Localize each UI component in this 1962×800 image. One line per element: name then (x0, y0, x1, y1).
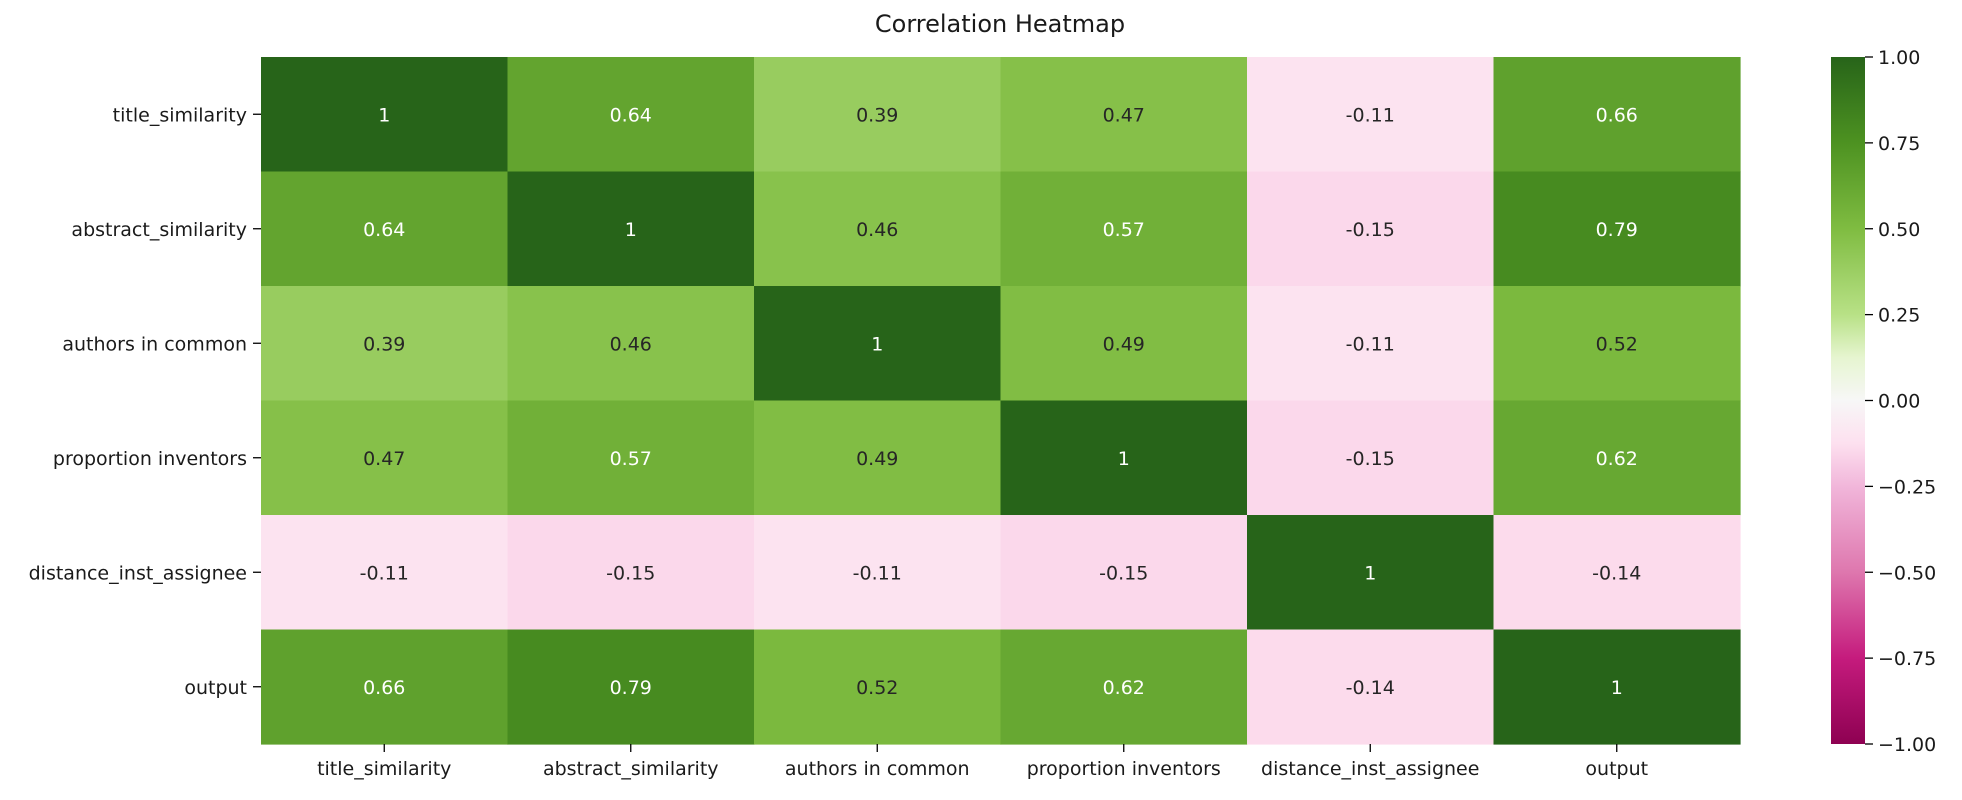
colorbar-tick-label: 0.50 (1878, 219, 1920, 241)
cell-value-label: 0.79 (610, 677, 652, 699)
colorbar-tick-label: 0.25 (1878, 305, 1920, 327)
cell-value-label: -0.11 (1346, 104, 1395, 126)
heatmap-cells: 1 0.64 0.39 0.47 -0.11 0.66 0.64 1 0.46 0.57 -0.15… (261, 57, 1741, 745)
colorbar: 1.00 0.75 0.50 0.25 0.00 −0.25 −0.50 −0.75 −1.00 (1831, 47, 1936, 756)
column-label: title_similarity (317, 758, 451, 780)
cell-value-label: -0.15 (1346, 219, 1395, 241)
chart-title: Correlation Heatmap (875, 10, 1125, 38)
row-label: distance_inst_assignee (29, 562, 247, 584)
cell-value-label: -0.15 (1346, 448, 1395, 470)
colorbar-tick-label: 0.00 (1878, 391, 1920, 413)
row-label: authors in common (62, 333, 247, 355)
cell-value-label: 0.66 (1596, 104, 1638, 126)
column-labels: title_similarity abstract_similarity autho… (317, 744, 1648, 780)
column-label: proportion inventors (1027, 758, 1221, 780)
column-label: output (1585, 758, 1648, 780)
cell-value-label: 1 (1611, 677, 1623, 699)
colorbar-tick-label: −0.75 (1878, 648, 1936, 670)
cell-value-label: 0.57 (1103, 219, 1145, 241)
colorbar-tick-label: −0.25 (1878, 476, 1936, 498)
cell-value-label: 0.64 (363, 219, 405, 241)
column-label: authors in common (785, 758, 970, 780)
row-label: abstract_similarity (71, 219, 247, 241)
cell-value-label: -0.14 (1346, 677, 1395, 699)
cell-value-label: 1 (625, 219, 637, 241)
colorbar-tick-label: 1.00 (1878, 47, 1920, 69)
colorbar-gradient (1831, 57, 1865, 744)
row-labels: title_similarity abstract_similarityautho… (29, 104, 261, 699)
cell-value-label: -0.11 (1346, 333, 1395, 355)
cell-value-label: 0.62 (1596, 448, 1638, 470)
cell-value-label: 0.47 (1103, 104, 1145, 126)
cell-value-label: 0.52 (856, 677, 898, 699)
row-label: title_similarity (113, 104, 247, 126)
cell-value-label: 0.39 (856, 104, 898, 126)
cell-value-label: -0.15 (1099, 562, 1148, 584)
cell-value-label: 0.46 (610, 333, 652, 355)
cell-value-label: 1 (1364, 562, 1376, 584)
cell-value-label: -0.14 (1592, 562, 1641, 584)
cell-value-label: 1 (1118, 448, 1130, 470)
cell-value-label: -0.15 (606, 562, 655, 584)
cell-value-label: 0.66 (363, 677, 405, 699)
row-label: output (184, 677, 247, 699)
cell-value-label: -0.11 (360, 562, 409, 584)
cell-value-label: 1 (871, 333, 883, 355)
cell-value-label: 0.79 (1596, 219, 1638, 241)
column-label: abstract_similarity (543, 758, 719, 780)
cell-value-label: 0.49 (1103, 333, 1145, 355)
column-label: distance_inst_assignee (1261, 758, 1479, 780)
row-label: proportion inventors (53, 448, 247, 470)
cell-value-label: 0.52 (1596, 333, 1638, 355)
cell-value-label: -0.11 (853, 562, 902, 584)
cell-value-label: 0.39 (363, 333, 405, 355)
cell-value-label: 0.47 (363, 448, 405, 470)
cell-value-label: 0.57 (610, 448, 652, 470)
cell-value-label: 0.64 (610, 104, 652, 126)
colorbar-tick-label: −1.00 (1878, 734, 1936, 756)
colorbar-tick-label: −0.50 (1878, 562, 1936, 584)
cell-value-label: 1 (378, 104, 390, 126)
cell-value-label: 0.49 (856, 448, 898, 470)
cell-value-label: 0.46 (856, 219, 898, 241)
colorbar-tick-label: 0.75 (1878, 133, 1920, 155)
cell-value-label: 0.62 (1103, 677, 1145, 699)
